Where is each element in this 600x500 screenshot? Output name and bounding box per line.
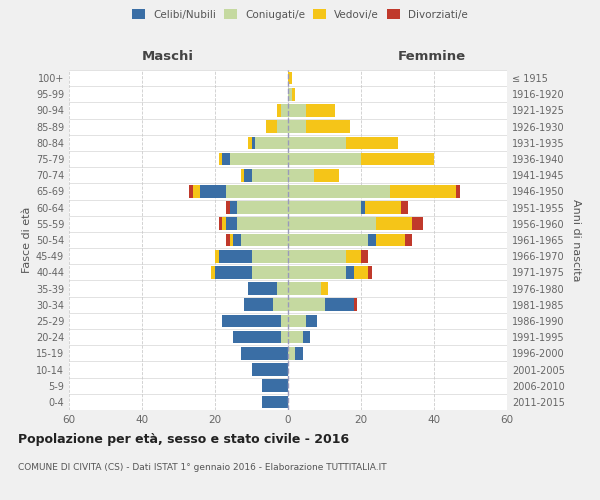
Bar <box>233 331 281 344</box>
Bar <box>277 282 288 295</box>
Bar <box>215 250 218 262</box>
Bar <box>277 104 281 117</box>
Bar <box>288 136 346 149</box>
Bar <box>230 152 288 166</box>
Bar <box>281 314 288 328</box>
Bar <box>281 331 288 344</box>
Bar <box>255 136 288 149</box>
Bar <box>288 266 346 278</box>
Bar <box>233 234 241 246</box>
Bar <box>361 152 434 166</box>
Bar <box>376 218 412 230</box>
Text: Popolazione per età, sesso e stato civile - 2016: Popolazione per età, sesso e stato civil… <box>18 432 349 446</box>
Bar <box>237 218 288 230</box>
Bar <box>218 152 223 166</box>
Bar <box>222 218 226 230</box>
Bar <box>230 202 237 214</box>
Bar <box>218 250 251 262</box>
Bar <box>314 169 339 181</box>
Text: COMUNE DI CIVITA (CS) - Dati ISTAT 1° gennaio 2016 - Elaborazione TUTTITALIA.IT: COMUNE DI CIVITA (CS) - Dati ISTAT 1° ge… <box>18 462 386 471</box>
Bar <box>288 72 292 85</box>
Bar <box>288 282 321 295</box>
Bar <box>401 202 409 214</box>
Bar <box>248 282 277 295</box>
Bar <box>354 266 368 278</box>
Bar <box>288 88 292 101</box>
Bar <box>321 282 328 295</box>
Bar <box>244 169 251 181</box>
Bar <box>230 234 233 246</box>
Bar <box>241 169 244 181</box>
Y-axis label: Anni di nascita: Anni di nascita <box>571 198 581 281</box>
Bar <box>405 234 412 246</box>
Bar <box>222 152 230 166</box>
Bar <box>368 234 376 246</box>
Bar <box>218 218 223 230</box>
Bar <box>325 298 354 311</box>
Bar <box>361 202 365 214</box>
Bar <box>248 136 251 149</box>
Bar <box>251 136 255 149</box>
Bar <box>226 218 237 230</box>
Bar <box>251 363 288 376</box>
Bar <box>193 185 200 198</box>
Bar <box>288 234 368 246</box>
Bar <box>354 298 358 311</box>
Bar <box>302 331 310 344</box>
Bar <box>251 266 288 278</box>
Bar <box>288 202 361 214</box>
Bar <box>376 234 405 246</box>
Bar <box>190 185 193 198</box>
Bar <box>346 250 361 262</box>
Bar <box>292 88 295 101</box>
Bar <box>274 298 288 311</box>
Bar <box>346 266 354 278</box>
Bar <box>288 347 295 360</box>
Bar <box>277 120 288 133</box>
Bar <box>288 218 376 230</box>
Bar <box>412 218 423 230</box>
Bar <box>281 104 288 117</box>
Bar <box>226 185 288 198</box>
Bar <box>368 266 372 278</box>
Bar <box>226 202 230 214</box>
Legend: Celibi/Nubili, Coniugati/e, Vedovi/e, Divorziati/e: Celibi/Nubili, Coniugati/e, Vedovi/e, Di… <box>128 5 472 24</box>
Bar <box>288 185 390 198</box>
Bar <box>262 396 288 408</box>
Bar <box>456 185 460 198</box>
Bar <box>306 314 317 328</box>
Text: Maschi: Maschi <box>142 50 194 62</box>
Bar <box>241 234 288 246</box>
Bar <box>306 104 335 117</box>
Bar <box>288 152 361 166</box>
Bar <box>288 120 306 133</box>
Bar <box>226 234 230 246</box>
Bar <box>266 120 277 133</box>
Bar <box>288 298 325 311</box>
Bar <box>346 136 398 149</box>
Y-axis label: Fasce di età: Fasce di età <box>22 207 32 273</box>
Bar <box>288 250 346 262</box>
Bar <box>222 314 281 328</box>
Bar <box>288 104 306 117</box>
Bar <box>211 266 215 278</box>
Bar <box>295 347 302 360</box>
Bar <box>251 250 288 262</box>
Bar <box>288 331 302 344</box>
Bar <box>241 347 288 360</box>
Bar <box>365 202 401 214</box>
Bar <box>288 314 306 328</box>
Bar <box>215 266 251 278</box>
Bar <box>361 250 368 262</box>
Text: Femmine: Femmine <box>398 50 466 62</box>
Bar <box>262 380 288 392</box>
Bar <box>306 120 350 133</box>
Bar <box>244 298 274 311</box>
Bar <box>200 185 226 198</box>
Bar <box>237 202 288 214</box>
Bar <box>390 185 456 198</box>
Bar <box>251 169 288 181</box>
Bar <box>288 169 314 181</box>
